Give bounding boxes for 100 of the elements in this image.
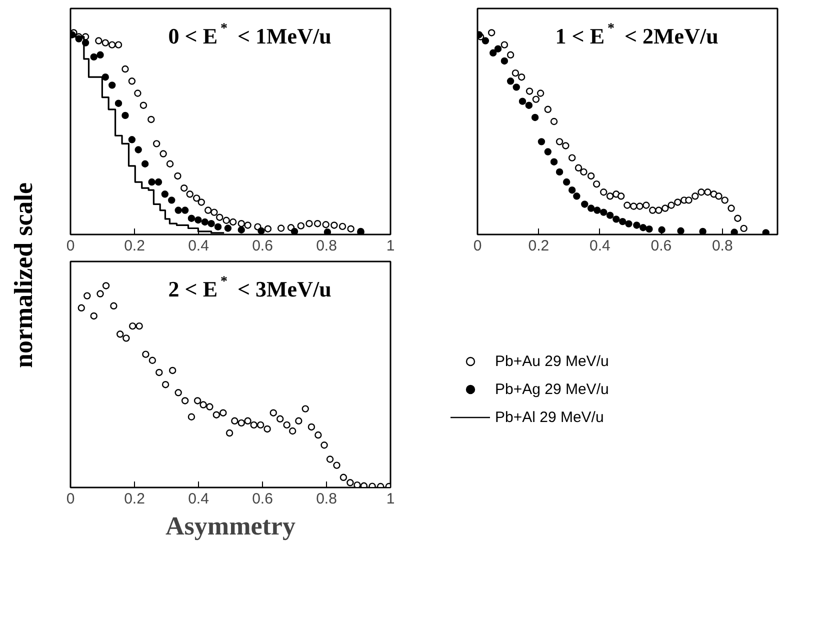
point	[338, 222, 346, 230]
point	[630, 202, 638, 210]
x-tick-label: 1	[386, 490, 395, 508]
point	[264, 425, 271, 433]
point	[512, 69, 520, 77]
point	[212, 411, 220, 418]
point	[506, 51, 514, 59]
point	[532, 96, 540, 103]
point	[734, 214, 742, 222]
point	[96, 290, 104, 298]
point	[594, 206, 601, 214]
point	[704, 188, 712, 196]
point	[95, 37, 102, 44]
x-tick-label: 0.8	[316, 238, 337, 254]
point	[302, 405, 309, 412]
point	[174, 389, 182, 396]
point	[200, 401, 207, 408]
point	[306, 220, 313, 228]
point	[188, 413, 196, 420]
x-axis-title: Asymmetry	[166, 512, 296, 540]
point	[226, 429, 234, 437]
point	[692, 192, 699, 200]
point	[556, 168, 564, 176]
point	[128, 136, 136, 144]
point	[636, 202, 644, 210]
point	[314, 431, 322, 439]
x-tick-label: 0.4	[590, 238, 610, 254]
point	[568, 186, 576, 194]
point	[216, 214, 224, 221]
point	[102, 39, 109, 46]
point	[194, 216, 202, 224]
point	[238, 220, 245, 228]
point	[238, 226, 245, 234]
legend-label: Pb+Al 29 MeV/u	[495, 408, 604, 426]
point	[162, 380, 170, 388]
point	[140, 102, 148, 109]
point	[192, 194, 200, 202]
point	[122, 334, 130, 342]
point	[550, 158, 558, 166]
point	[624, 202, 631, 209]
point	[134, 90, 142, 97]
point	[206, 403, 214, 410]
point	[633, 222, 640, 229]
point	[156, 368, 163, 376]
point	[198, 198, 205, 206]
x-tick-label: 0.2	[124, 490, 145, 508]
point	[550, 118, 558, 126]
point	[326, 456, 334, 463]
point	[600, 208, 608, 216]
point	[556, 138, 564, 146]
point	[538, 138, 546, 146]
point	[110, 302, 118, 310]
point	[592, 180, 600, 188]
point	[308, 423, 316, 431]
point	[580, 168, 588, 176]
point	[518, 98, 526, 105]
point	[740, 224, 748, 232]
point	[214, 223, 222, 230]
point	[762, 229, 770, 234]
legend-label: Pb+Ag 29 MeV/u	[495, 380, 609, 398]
point	[531, 114, 539, 122]
point	[544, 148, 552, 156]
y-axis-title: normalized scale	[8, 182, 39, 368]
point	[102, 74, 109, 81]
point	[168, 366, 176, 374]
point	[518, 74, 526, 81]
point	[220, 409, 227, 416]
point	[314, 220, 322, 228]
point	[573, 192, 580, 200]
point	[122, 65, 129, 73]
point	[482, 37, 490, 44]
point	[114, 100, 122, 107]
point	[699, 228, 706, 234]
point	[600, 188, 608, 196]
x-tick-label: 0.6	[252, 490, 273, 508]
point	[283, 421, 290, 429]
legend-label: Pb+Au 29 MeV/u	[495, 352, 609, 370]
point	[84, 292, 91, 300]
point	[148, 356, 156, 364]
point	[646, 225, 653, 233]
point	[685, 196, 692, 204]
point	[166, 160, 174, 168]
x-tick-label: 0.4	[188, 490, 209, 508]
point	[606, 192, 614, 200]
point	[194, 397, 202, 404]
point	[562, 142, 570, 150]
point	[649, 206, 656, 214]
chart-title: 1 < E* < 2MeV/u	[555, 22, 718, 48]
point	[642, 202, 650, 209]
point	[333, 462, 340, 469]
point	[208, 220, 215, 228]
point	[606, 212, 614, 219]
point	[500, 57, 508, 65]
point	[231, 417, 238, 425]
point	[619, 218, 626, 226]
point	[78, 304, 85, 312]
point	[161, 190, 168, 198]
point	[108, 82, 116, 89]
point	[728, 204, 735, 212]
x-tick-label: 0	[66, 238, 75, 254]
